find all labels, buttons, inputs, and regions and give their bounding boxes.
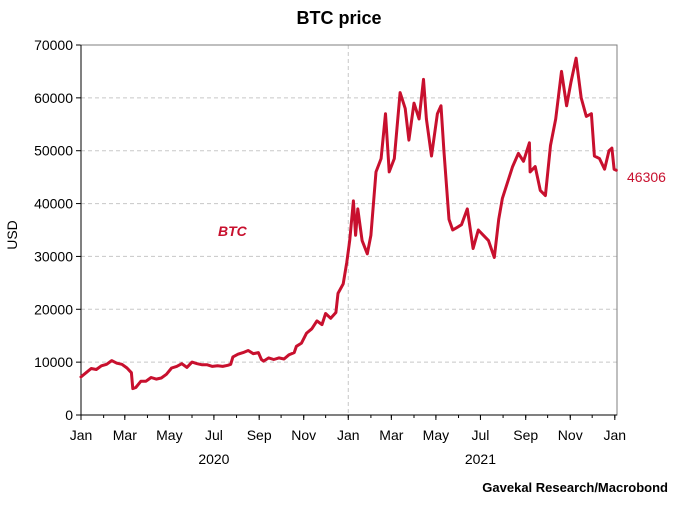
x-tick-label: May	[156, 427, 182, 443]
x-tick-label: Nov	[558, 427, 583, 443]
y-tick-label: 40000	[34, 196, 73, 212]
x-tick-label: May	[423, 427, 449, 443]
axes	[76, 44, 618, 420]
x-tick-labels: Jan Mar May Jul Sep Nov Jan Mar May Jul Sep Nov Jan	[70, 427, 626, 443]
x-tick-label: Jul	[471, 427, 489, 443]
y-tick-label: 70000	[34, 37, 73, 53]
x-tick-label: Sep	[513, 427, 538, 443]
x-tick-label: Jan	[604, 427, 627, 443]
series-label-btc: BTC	[218, 223, 248, 239]
source-credit: Gavekal Research/Macrobond	[482, 480, 668, 495]
y-axis-label: USD	[4, 220, 20, 250]
series-line-btc	[79, 56, 618, 391]
y-tick-label: 50000	[34, 143, 73, 159]
x-tick-label: Jan	[70, 427, 93, 443]
x-tick-label: Mar	[113, 427, 137, 443]
y-tick-label: 30000	[34, 248, 73, 264]
y-tick-label: 10000	[34, 354, 73, 370]
y-tick-label: 0	[65, 407, 73, 423]
x-tick-label: Mar	[379, 427, 403, 443]
x-tick-label: Sep	[247, 427, 272, 443]
y-tick-labels: 0 10000 20000 30000 40000 50000 60000 70000	[34, 37, 73, 423]
x-year-label: 2021	[465, 451, 496, 467]
x-tick-label: Jul	[205, 427, 223, 443]
chart-title: BTC price	[296, 8, 381, 28]
end-value-label: 46306	[627, 169, 666, 185]
y-tick-label: 60000	[34, 90, 73, 106]
x-year-label: 2020	[198, 451, 229, 467]
y-tick-label: 20000	[34, 301, 73, 317]
gridlines	[81, 44, 617, 415]
series-layer	[79, 56, 618, 391]
year-labels: 2020 2021	[198, 451, 496, 467]
plot-frame	[80, 44, 618, 416]
x-tick-label: Nov	[291, 427, 316, 443]
x-tick-label: Jan	[337, 427, 360, 443]
